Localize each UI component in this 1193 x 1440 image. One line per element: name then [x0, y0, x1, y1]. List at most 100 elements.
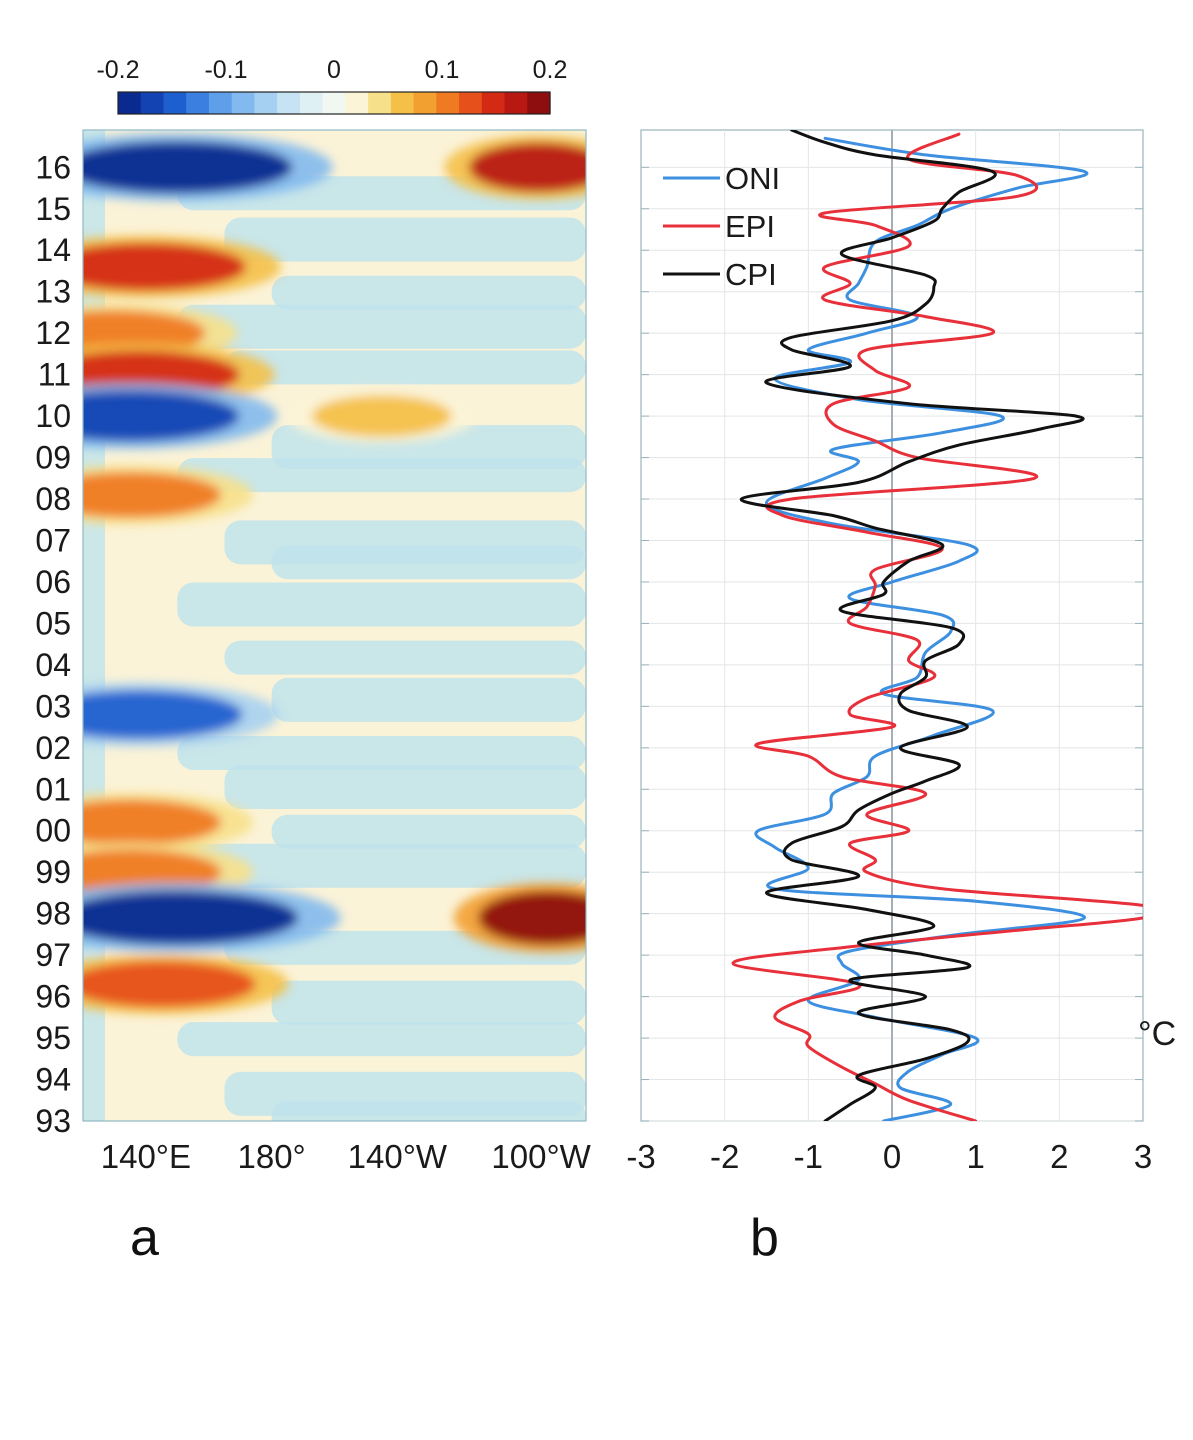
panel-b-x-tick: 2: [1050, 1138, 1068, 1175]
panel-a-letter: a: [130, 1209, 159, 1267]
panel-a-anomaly-core: [83, 891, 299, 945]
panel-a-year-tick: 98: [35, 896, 71, 932]
panel-a-band: [177, 458, 586, 493]
panel-a-anomaly-core: [83, 141, 293, 194]
panel-a-band: [271, 814, 586, 849]
colorbar-swatch: [118, 92, 142, 114]
panel-b-x-tick: 3: [1134, 1138, 1152, 1175]
panel-a-band: [271, 980, 586, 1025]
panel-a-lon-tick: 140°W: [348, 1138, 448, 1175]
panel-a-band: [271, 275, 586, 310]
colorbar-swatch: [527, 92, 551, 114]
panel-a-band: [177, 735, 586, 770]
series-line-oni: [754, 136, 1089, 1121]
panel-a-band: [177, 304, 586, 349]
colorbar-swatches: [118, 92, 551, 114]
legend-label-cpi: CPI: [725, 257, 777, 292]
colorbar-swatch: [504, 92, 528, 114]
panel-a-band: [177, 843, 586, 888]
panel-a-anomaly-core: [83, 799, 222, 846]
panel-a-anomaly-core: [83, 390, 240, 442]
panel-a-year-tick: 11: [38, 357, 71, 393]
panel-a-year-tick: 14: [35, 232, 71, 268]
colorbar-swatch: [390, 92, 415, 114]
panel-a-anomaly-core: [83, 690, 243, 740]
colorbar-swatch: [436, 92, 460, 114]
colorbar-tick-label: 0.1: [425, 56, 460, 84]
colorbar-swatch: [481, 92, 506, 114]
colorbar-tick-labels: -0.2 -0.1 0 0.1 0.2: [96, 56, 567, 84]
series-line-epi: [731, 132, 1143, 1121]
panel-a-hovmoller: 16 15 14 13 12 11 10 09 08 07 06 05 04 03 02 01 00 99 98 97…: [35, 129, 592, 1267]
panel-a-band: [224, 640, 586, 675]
panel-a-year-tick: 04: [35, 647, 71, 683]
panel-a-year-tick: 93: [35, 1103, 71, 1139]
panel-a-year-tick: 02: [35, 730, 71, 766]
colorbar-frame: [117, 91, 551, 115]
panel-a-anomaly-core: [83, 472, 222, 518]
panel-b-x-tick: -3: [626, 1138, 655, 1175]
panel-a-year-tick: 01: [35, 771, 71, 807]
panel-a-frame: [82, 129, 587, 1122]
panel-a-year-tick: 00: [35, 813, 71, 849]
colorbar-swatch: [413, 92, 437, 114]
panel-a-band: [271, 545, 586, 580]
panel-a-year-tick: 16: [35, 149, 71, 185]
panel-b-x-tick-labels: -3 -2 -1 0 1 2 3: [626, 1138, 1152, 1175]
panel-a-lon-tick: 100°W: [491, 1138, 591, 1175]
panel-a-anomaly-core: [83, 242, 246, 291]
colorbar: -0.2 -0.1 0 0.1 0.2: [96, 56, 567, 115]
panel-a-band: [177, 1022, 586, 1057]
panel-a-anomaly-core: [478, 891, 586, 945]
panel-b-unit-label: °C: [1138, 1015, 1176, 1053]
panel-a-year-tick: 05: [35, 605, 71, 641]
panel-a-anomaly-blobs: [83, 133, 586, 1015]
panel-a-band: [224, 217, 586, 262]
panel-a-anomaly-core: [468, 142, 586, 193]
panel-b-unit-text: °C: [1138, 1015, 1176, 1053]
panel-a-year-tick: 08: [35, 481, 71, 517]
panel-a-band: [224, 350, 586, 385]
colorbar-swatch: [459, 92, 483, 114]
panel-a-lon-tick: 180°: [237, 1138, 305, 1175]
colorbar-swatch: [322, 92, 346, 114]
colorbar-swatch: [345, 92, 369, 114]
panel-b-x-tick: 1: [966, 1138, 984, 1175]
panel-a-year-tick: 15: [35, 191, 71, 227]
panel-a-year-tick-labels: 16 15 14 13 12 11 10 09 08 07 06 05 04 03 02 01 00 99 98 97…: [35, 149, 71, 1139]
panel-a-year-tick: 94: [35, 1062, 71, 1098]
colorbar-swatch: [186, 92, 210, 114]
panel-a-year-tick: 07: [35, 522, 71, 558]
panel-a-year-tick: 99: [35, 854, 71, 890]
legend-label-epi: EPI: [725, 209, 775, 244]
panel-a-year-tick: 13: [35, 274, 71, 310]
colorbar-tick-label: 0.2: [533, 56, 568, 84]
panel-a-year-tick: 06: [35, 564, 71, 600]
colorbar-swatch: [368, 92, 392, 114]
legend-label-oni: ONI: [725, 161, 780, 196]
panel-a-year-tick: 09: [35, 440, 71, 476]
colorbar-tick-label: -0.2: [96, 56, 139, 84]
panel-a-year-tick: 10: [35, 398, 71, 434]
colorbar-swatch: [299, 92, 324, 114]
colorbar-swatch: [231, 92, 256, 114]
panel-a-year-tick: 12: [35, 315, 71, 351]
panel-a-year-tick: 95: [35, 1020, 71, 1056]
panel-a-anomaly-core: [83, 960, 256, 1008]
panel-b-index-lines: -3 -2 -1 0 1 2 3 °C ONI EPI CPI b: [626, 129, 1176, 1267]
panel-b-x-tick: -2: [710, 1138, 739, 1175]
panel-b-series: [731, 130, 1143, 1121]
panel-a-band: [271, 677, 586, 722]
panel-a-year-tick: 03: [35, 688, 71, 724]
panel-a-lon-tick: 140°E: [101, 1138, 191, 1175]
colorbar-swatch: [254, 92, 278, 114]
colorbar-swatch: [163, 92, 187, 114]
panel-a-band: [271, 1100, 586, 1121]
colorbar-swatch: [140, 92, 165, 114]
panel-b-x-tick: 0: [883, 1138, 901, 1175]
panel-a-band: [224, 764, 586, 809]
panel-b-letter: b: [750, 1209, 779, 1267]
series-line-cpi: [739, 130, 1085, 1121]
panel-a-anomaly-core: [311, 395, 452, 437]
